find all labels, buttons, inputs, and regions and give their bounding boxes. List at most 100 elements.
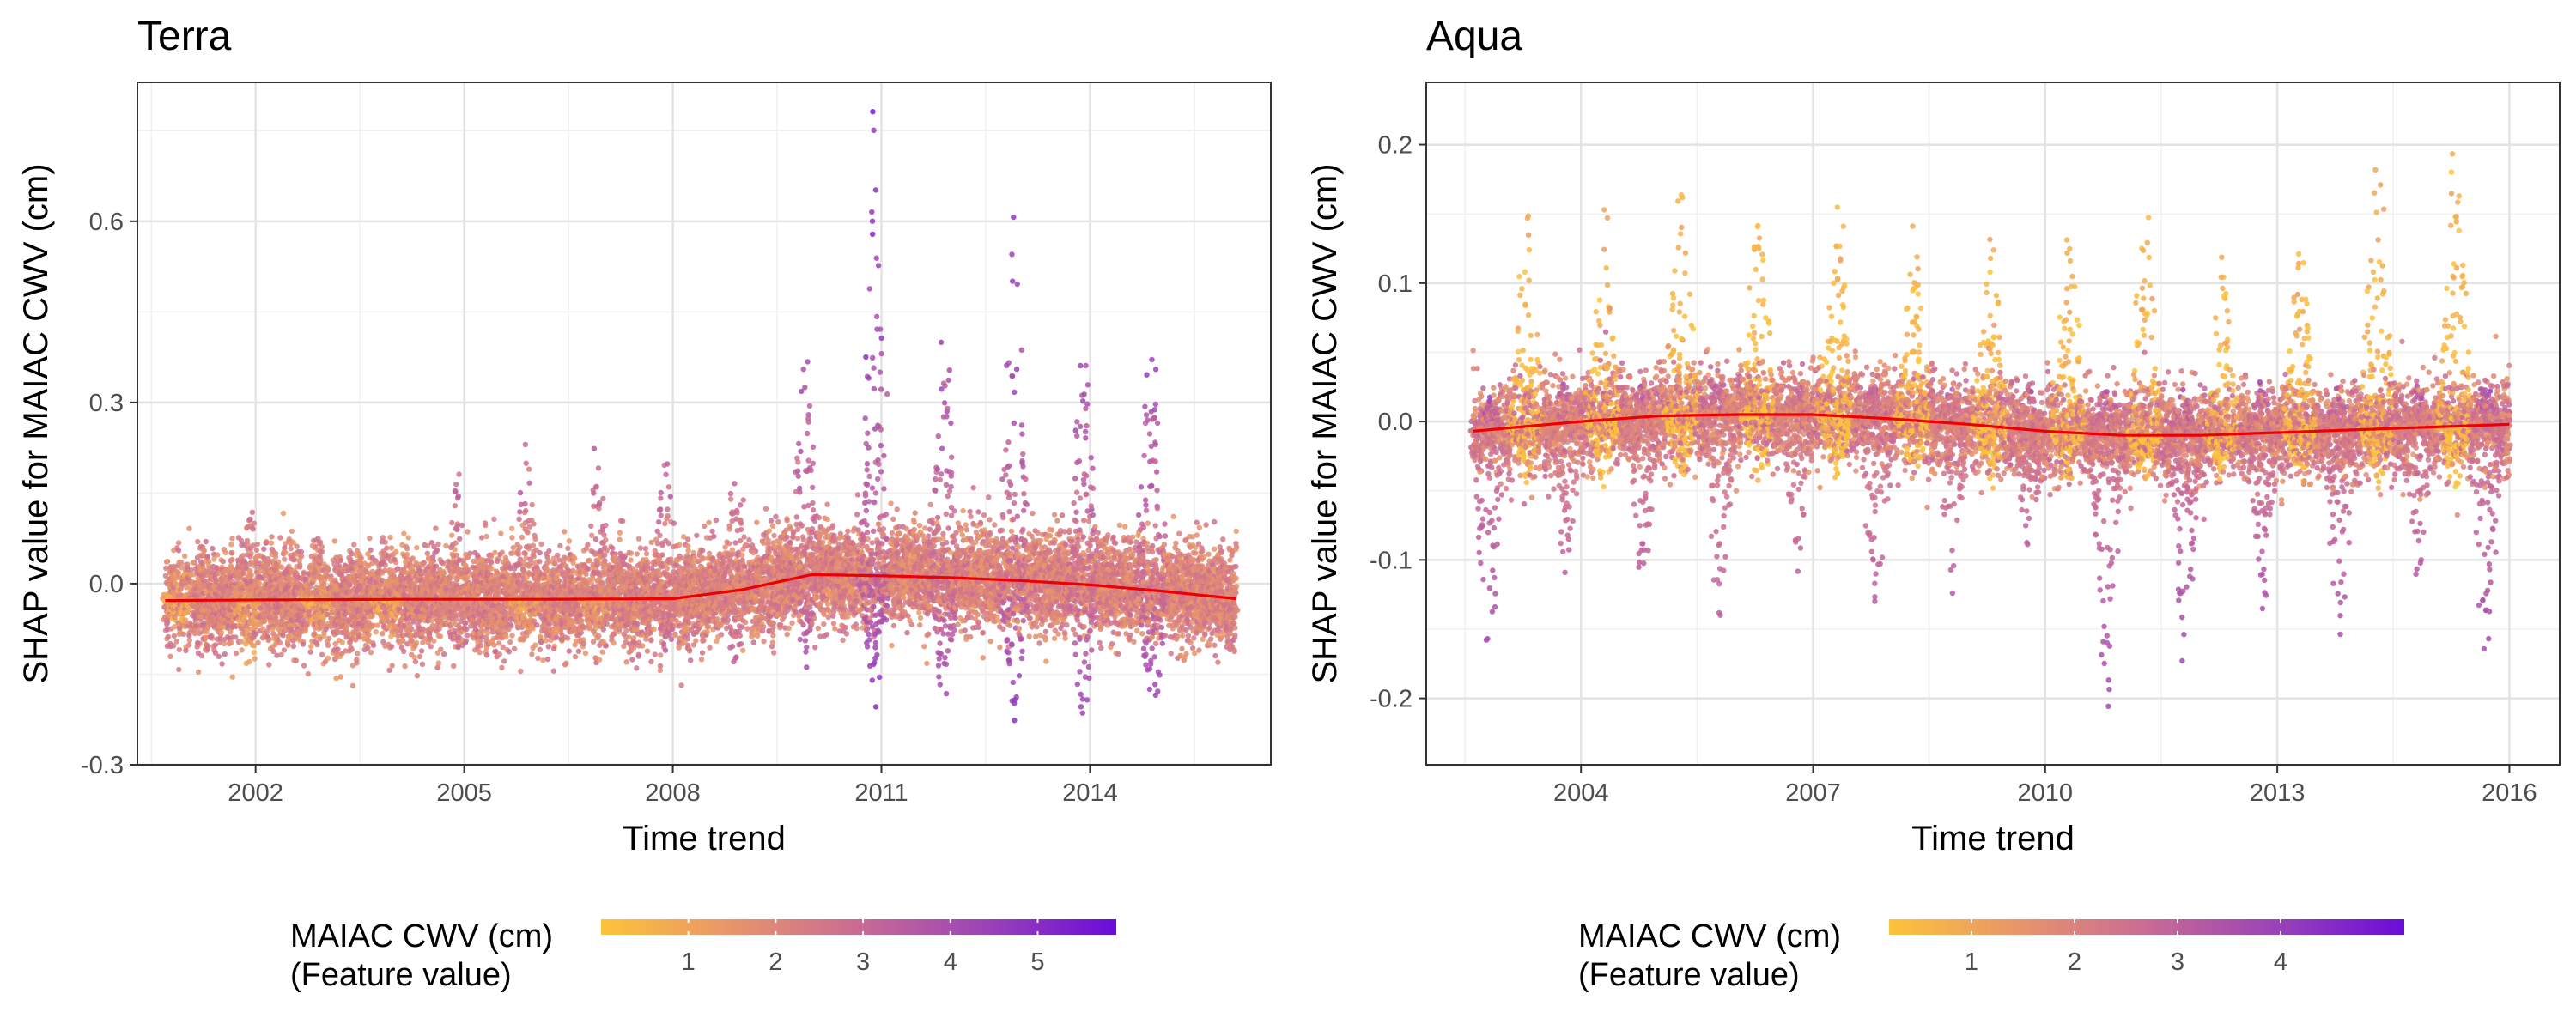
data-point xyxy=(204,625,210,631)
data-point xyxy=(348,636,355,642)
data-point xyxy=(505,560,512,567)
data-point xyxy=(171,633,178,639)
data-point xyxy=(272,550,279,557)
data-point xyxy=(210,545,216,552)
data-point xyxy=(522,550,528,557)
data-point xyxy=(184,609,190,615)
data-point xyxy=(428,617,434,623)
data-point xyxy=(289,528,295,535)
data-point xyxy=(373,629,379,635)
data-point xyxy=(270,644,276,650)
data-point xyxy=(463,566,470,572)
data-point xyxy=(319,543,325,550)
data-point xyxy=(300,641,307,647)
data-point xyxy=(518,668,524,675)
data-point xyxy=(244,537,251,544)
data-point xyxy=(404,545,410,552)
data-point xyxy=(504,572,510,578)
data-point xyxy=(478,535,485,541)
data-point xyxy=(194,639,201,646)
data-point xyxy=(428,540,435,546)
data-point xyxy=(332,591,339,597)
data-point xyxy=(163,565,169,572)
data-point xyxy=(179,565,185,571)
data-point xyxy=(212,642,218,648)
data-point xyxy=(496,651,502,657)
data-point xyxy=(305,670,312,677)
data-point xyxy=(387,534,393,541)
data-point xyxy=(343,624,350,630)
data-point xyxy=(455,623,462,629)
data-point xyxy=(401,648,407,654)
data-point xyxy=(201,548,207,554)
data-point xyxy=(416,567,422,573)
data-point xyxy=(522,441,528,448)
data-point xyxy=(293,657,299,663)
data-point xyxy=(307,649,313,655)
data-point xyxy=(214,579,220,585)
data-point xyxy=(276,639,283,646)
data-point xyxy=(337,557,344,563)
data-point xyxy=(526,466,532,472)
data-point xyxy=(401,530,407,536)
data-point xyxy=(498,633,504,639)
data-point xyxy=(522,500,528,507)
data-point xyxy=(273,615,279,621)
data-point xyxy=(266,662,272,668)
data-point xyxy=(190,560,196,566)
data-point xyxy=(311,630,318,637)
data-point xyxy=(351,542,357,548)
data-point xyxy=(440,560,447,566)
data-point xyxy=(163,559,170,565)
data-point xyxy=(483,652,490,658)
data-point xyxy=(462,625,468,632)
data-point xyxy=(270,627,276,633)
data-point xyxy=(509,525,515,531)
data-point xyxy=(418,648,425,654)
data-point xyxy=(308,600,315,607)
data-point xyxy=(482,520,489,526)
data-point xyxy=(165,619,171,625)
data-point xyxy=(431,638,437,644)
data-point xyxy=(465,529,471,535)
data-point xyxy=(193,623,199,629)
data-point xyxy=(412,642,418,648)
data-point xyxy=(452,488,459,494)
data-point xyxy=(218,629,225,636)
data-point xyxy=(173,575,179,581)
data-point xyxy=(229,556,235,563)
data-point xyxy=(367,536,373,542)
data-point xyxy=(251,649,257,656)
data-point xyxy=(499,549,505,555)
data-point xyxy=(453,552,459,559)
data-point xyxy=(400,637,406,644)
data-point xyxy=(186,633,192,639)
data-point xyxy=(514,550,520,556)
data-point xyxy=(256,580,262,586)
data-point xyxy=(365,551,371,557)
data-point xyxy=(509,633,515,639)
data-point xyxy=(508,616,514,622)
data-point xyxy=(186,637,192,644)
data-point xyxy=(389,663,395,669)
data-point xyxy=(475,552,481,558)
data-point xyxy=(484,630,491,636)
data-point xyxy=(366,632,372,638)
data-point xyxy=(249,509,255,515)
data-point xyxy=(454,523,460,530)
data-point xyxy=(277,535,283,541)
data-point xyxy=(507,639,513,645)
data-point xyxy=(206,559,212,565)
data-point xyxy=(453,540,459,546)
data-point xyxy=(402,663,408,670)
data-point xyxy=(437,633,444,639)
data-point xyxy=(529,501,535,508)
data-point xyxy=(186,642,192,648)
data-point xyxy=(435,541,441,548)
data-point xyxy=(176,560,182,566)
data-point xyxy=(456,471,462,477)
data-point xyxy=(414,544,420,551)
data-point xyxy=(393,548,399,554)
data-point xyxy=(273,561,279,567)
data-point xyxy=(222,651,228,657)
